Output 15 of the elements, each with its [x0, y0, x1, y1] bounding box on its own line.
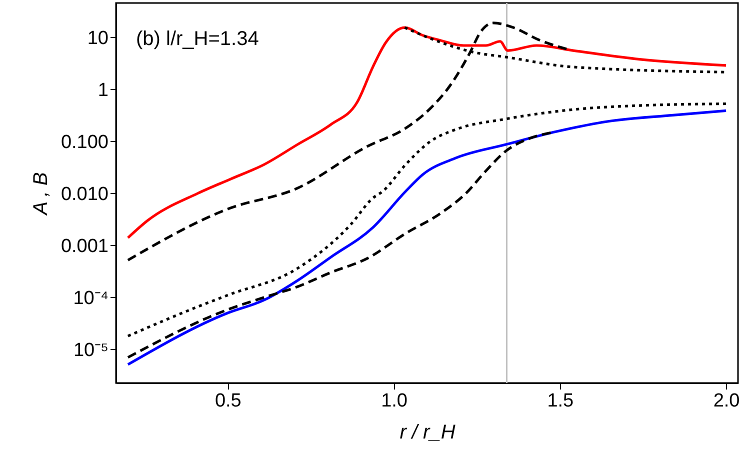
x-tick-label: 1.0	[381, 390, 408, 412]
y-tick-label: 10	[87, 28, 108, 49]
y-tick-label: 0.100	[60, 132, 108, 153]
y-axis-title: A , B	[30, 172, 52, 216]
x-tick-label: 2.0	[713, 390, 740, 412]
line-series	[126, 26, 728, 240]
y-tick-label: 0.001	[60, 236, 108, 257]
y-tick-label: 1	[98, 80, 108, 101]
y-tick-label: 0.010	[60, 184, 108, 205]
annotation: (b) l/r_H=1.34	[136, 28, 259, 50]
y-tick-label: 10⁻⁴	[73, 288, 108, 309]
x-axis-title: r / r_H	[400, 422, 456, 444]
x-tick-label: 1.5	[547, 390, 574, 412]
x-tick-label: 0.5	[214, 390, 242, 412]
y-tick-label: 10⁻⁵	[73, 340, 108, 361]
